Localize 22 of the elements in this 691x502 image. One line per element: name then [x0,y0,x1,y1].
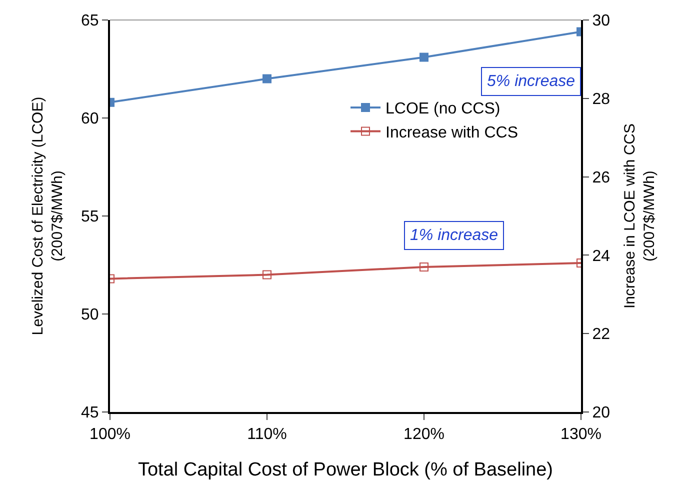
legend-label: LCOE (no CCS) [386,100,500,118]
y-tick-label: 65 [81,12,99,30]
y-tick-label: 60 [81,110,99,128]
x-axis-title: Total Capital Cost of Power Block (% of Baseline) [138,460,554,480]
x-tick-label: 130% [560,426,602,444]
x-tick-label: 100% [90,426,130,444]
y-tick-label: 55 [81,208,99,226]
x-tick-label: 110% [247,426,287,444]
y2-tick-label: 24 [592,248,610,265]
y2-tick-label: 28 [592,91,610,108]
y-axis-title: Levelized Cost of Electricity (LCOE) (2007$/MWh) [29,96,66,336]
y2-axis-title: Increase in LCOE with CCS (2007$/MWh) [622,123,658,309]
y-tick-label: 50 [81,306,99,324]
y-tick-label: 45 [81,404,99,422]
annotation: 1% increase [410,227,498,244]
y2-tick-label: 30 [592,12,610,30]
x-tick-label: 120% [404,426,444,444]
legend-label: Increase with CCS [386,124,518,142]
y2-tick-label: 20 [592,404,610,422]
annotation: 5% increase [487,73,576,90]
y2-tick-label: 26 [592,169,610,186]
y2-tick-label: 22 [592,326,610,344]
